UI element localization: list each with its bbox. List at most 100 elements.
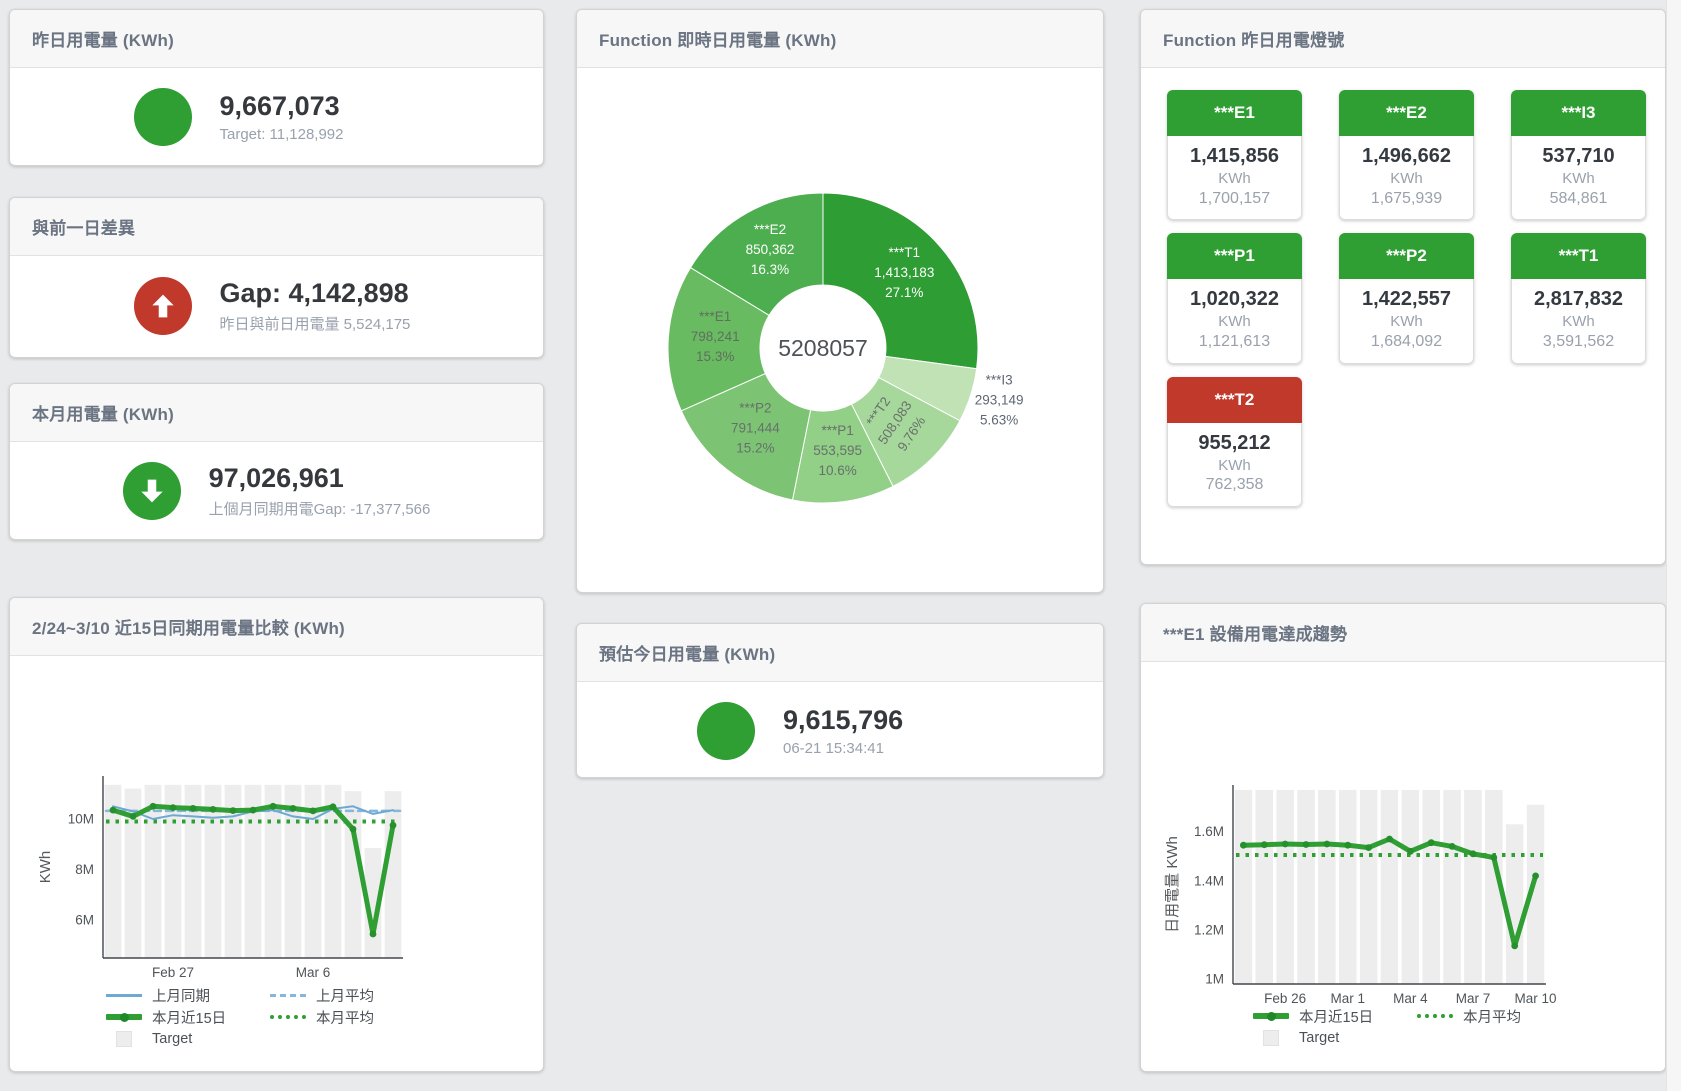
legend-label: 本月近15日	[152, 1010, 227, 1027]
legend-label: Target	[152, 1031, 193, 1047]
lamp-tile-e1-target: 1,700,157	[1198, 189, 1271, 207]
target-bar	[1485, 789, 1503, 984]
target-bar	[1318, 789, 1336, 984]
target-bar	[184, 784, 202, 958]
lamp-tile-t1-body: 2,817,832 KWh 3,591,562	[1511, 279, 1646, 364]
compare-legend: 上月同期 上月平均本月近15日 本月平均 Target	[106, 984, 374, 1050]
card-month-usage: 本月用電量 (KWh) 97,026,961 上個月同期用電Gap: -17,3…	[9, 383, 544, 540]
legend-item-5[interactable]: Target	[106, 1031, 192, 1047]
legend-item-1[interactable]: 上月同期	[106, 985, 270, 1006]
target-bar	[1505, 824, 1524, 984]
month-stat: 97,026,961 上個月同期用電Gap: -17,377,566	[209, 463, 431, 519]
series-marker	[349, 825, 357, 833]
legend-item-2[interactable]: 上月平均	[270, 985, 374, 1006]
legend-item-1[interactable]: 本月近15日	[1253, 1006, 1417, 1027]
lamp-tile-p1-header: ***P1	[1167, 233, 1302, 280]
legend-label: 上月平均	[316, 988, 374, 1005]
lamp-tile-e2-unit: KWh	[1390, 170, 1423, 187]
yesterday-stat: 9,667,073 Target: 11,128,992	[220, 91, 420, 143]
series-marker	[289, 805, 297, 812]
y-tick-label: 10M	[68, 811, 94, 826]
card-compare-chart: 2/24~3/10 近15日同期用電量比較 (KWh) 6M 8M 10M Feb 2…	[9, 597, 544, 1072]
card-e1-trend-body: 1M 1.2M 1.4M 1.6M Feb 26 Mar 1 Mar 4 Mar 7 Mar 1…	[1141, 662, 1665, 1071]
series-marker	[1344, 841, 1352, 849]
target-bar	[144, 784, 162, 958]
lamp-tile-e2-value: 1,496,662	[1362, 145, 1451, 167]
lamp-tile-p2-target: 1,684,092	[1370, 332, 1443, 350]
series-marker	[1469, 850, 1477, 858]
target-bar	[264, 784, 282, 958]
series-marker	[389, 821, 397, 829]
compare-chart: 6M 8M 10M Feb 27 Mar 6 KWh	[37, 776, 403, 980]
card-realtime-title: Function 即時日用電量 (KWh)	[599, 31, 837, 50]
status-circle-icon	[697, 702, 755, 760]
e1-trend-legend: 本月近15日 本月平均 Target	[1253, 1005, 1521, 1049]
target-bar	[384, 791, 402, 958]
lm-thick-green-icon	[106, 1012, 142, 1022]
legend-item-3[interactable]: Target	[1253, 1030, 1339, 1046]
lamp-tile-p2: ***P2 1,422,557 KWh 1,684,092	[1339, 233, 1474, 364]
scrollbar-track[interactable]	[1666, 0, 1681, 1091]
lamp-tile-i3: ***I3 537,710 KWh 584,861	[1511, 90, 1646, 221]
card-e1-trend-title: ***E1 設備用電達成趨勢	[1163, 625, 1348, 644]
legend-item-2[interactable]: 本月平均	[1417, 1006, 1521, 1027]
card-month-body: 97,026,961 上個月同期用電Gap: -17,377,566	[10, 442, 543, 539]
legend-row: 本月近15日 本月平均	[1253, 1005, 1521, 1027]
donut-label-p2: ***P2 791,444 15.2%	[731, 400, 780, 455]
card-estimate-body: 9,615,796 06-21 15:34:41	[577, 682, 1103, 777]
x-tick-label: Feb 27	[152, 965, 194, 980]
lamp-tile-e1-header: ***E1	[1167, 90, 1302, 136]
target-bar	[124, 788, 142, 958]
y-tick-label: 6M	[75, 913, 94, 928]
series-marker	[1323, 840, 1331, 848]
target-bar	[104, 784, 122, 958]
legend-item-4[interactable]: 本月平均	[270, 1007, 374, 1028]
card-lamp-title: Function 昨日用電燈號	[1163, 31, 1345, 50]
donut-slice-e1	[667, 266, 770, 412]
target-bar	[204, 784, 222, 958]
legend-label: Target	[1299, 1030, 1340, 1046]
series-marker	[109, 806, 117, 814]
lamp-tile-grid: ***E1 1,415,856 KWh 1,700,157 ***E2 1,496,662…	[1167, 90, 1646, 507]
card-realtime-body: ***T1 1,413,183 27.1% ***I3 293,149 5.63% ***T…	[577, 68, 1103, 592]
lamp-tile-t2: ***T2 955,212 KWh 762,358	[1167, 376, 1302, 507]
target-bar	[244, 784, 262, 958]
y-tick-label: 1M	[1205, 972, 1224, 987]
arrow-down-icon	[122, 462, 181, 520]
target-bar	[1380, 789, 1399, 984]
lamp-tile-t2-value: 955,212	[1198, 431, 1271, 454]
lm-dot-green-icon	[270, 1015, 306, 1019]
x-tick-label: Mar 1	[1331, 991, 1366, 1006]
prev-day-gap-value: Gap: 4,142,898	[219, 277, 409, 308]
target-bar	[324, 784, 342, 958]
series-marker	[189, 805, 197, 812]
lamp-tile-i3-body: 537,710 KWh 584,861	[1511, 136, 1646, 221]
x-tick-label: Mar 7	[1456, 991, 1491, 1006]
card-yesterday-usage: 昨日用電量 (KWh) 9,667,073 Target: 11,128,992	[9, 9, 544, 166]
lamp-tile-t2-header: ***T2	[1167, 376, 1302, 423]
target-bar	[1526, 804, 1545, 984]
series-marker	[1511, 942, 1519, 950]
legend-item-3[interactable]: 本月近15日	[106, 1007, 270, 1028]
lamp-tile-i3-unit: KWh	[1562, 170, 1595, 187]
month-value: 97,026,961	[208, 462, 344, 493]
card-month-header: 本月用電量 (KWh)	[10, 384, 543, 442]
card-realtime-donut: Function 即時日用電量 (KWh) ***T1 1,413,183 27.1…	[576, 9, 1104, 593]
series-marker	[129, 813, 137, 820]
y-axis-title: KWh	[37, 851, 54, 884]
series-marker	[1260, 841, 1268, 849]
card-estimate-header: 預估今日用電量 (KWh)	[577, 624, 1103, 682]
legend-label: 本月平均	[316, 1010, 374, 1027]
card-estimate-title: 預估今日用電量 (KWh)	[599, 645, 776, 664]
card-e1-trend-header: ***E1 設備用電達成趨勢	[1141, 604, 1665, 662]
lamp-tile-t1-target: 3,591,562	[1542, 332, 1615, 350]
lm-line-blue-icon	[106, 993, 142, 997]
donut-label-e1: ***E1 798,241 15.3%	[691, 309, 740, 364]
target-bar	[1359, 789, 1378, 984]
lamp-tile-t2-target: 762,358	[1205, 476, 1264, 494]
series-marker	[1281, 840, 1289, 848]
legend-row: 上月同期 上月平均	[106, 984, 374, 1006]
series-marker	[149, 802, 157, 810]
lm-dot-green-icon	[1417, 1014, 1453, 1018]
